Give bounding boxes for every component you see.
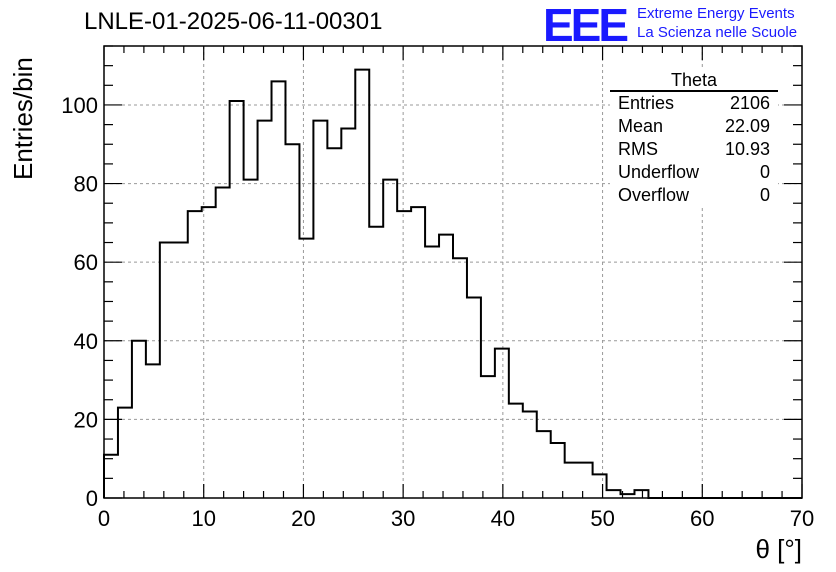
x-tick-label: 50 [590,506,614,531]
histogram-bin [495,349,509,498]
histogram-bin [593,474,607,498]
x-tick-label: 10 [191,506,215,531]
plot-title: LNLE-01-2025-06-11-00301 [84,8,383,35]
y-tick-label: 60 [74,250,98,275]
stats-value: 22.09 [724,116,770,136]
histogram-bin [285,144,299,498]
plot-frame [103,45,803,499]
histogram-bin [481,376,495,498]
histogram-bin [258,121,272,498]
eee-logo: EEE [543,0,629,51]
histogram-bin [104,455,118,498]
histogram-bin [174,243,188,498]
y-tick-label: 100 [61,93,98,118]
histogram-bin [565,463,579,498]
stats-row: Underflow 0 [610,161,778,184]
stats-label: RMS [618,139,658,159]
stats-value: 0 [759,185,770,205]
x-tick-label: 40 [491,506,515,531]
histogram-bin [188,211,202,498]
stats-title: Theta [610,70,778,92]
y-axis-label: Entries/bin [8,57,38,180]
tick-labels: 0 10 20 30 40 50 60 70 0 20 40 60 80 100 [61,93,814,531]
histogram-bin [230,101,244,498]
histogram-bin [118,408,132,498]
stats-row: Overflow 0 [610,184,778,207]
histogram-bin [523,412,537,498]
stats-value: 2106 [729,93,770,113]
histogram-bin [132,341,146,498]
stats-label: Overflow [618,185,690,205]
histogram-bin [607,490,621,498]
stats-row: Entries 2106 [610,92,778,115]
axes [103,45,803,499]
x-tick-label: 60 [690,506,714,531]
histogram-bin [439,235,453,498]
histogram-bin [579,463,593,498]
histogram-bin [453,258,467,498]
y-tick-label: 0 [86,486,98,511]
histogram-bin [146,364,160,498]
logo-line-1: Extreme Energy Events [637,5,795,22]
stats-label: Underflow [618,162,700,182]
x-axis-label: θ [°] [755,534,802,564]
histogram-bin [509,404,523,498]
histogram-bin [313,121,327,498]
histogram-bin [425,246,439,498]
x-tick-label: 30 [391,506,415,531]
histogram-bars [103,68,802,499]
stats-box: Theta Entries 2106 Mean 22.09 RMS 10.93 … [610,70,778,207]
histogram-bin [202,207,216,498]
logo-line-2: La Scienza nelle Scuole [637,24,798,41]
stats-row: RMS 10.93 [610,138,778,161]
histogram-bin [411,207,425,498]
y-tick-label: 20 [74,407,98,432]
histogram-bin [537,431,551,498]
stats-row: Mean 22.09 [610,115,778,138]
histogram-bin [551,443,565,498]
histogram-bin [383,180,397,498]
stats-value: 10.93 [724,139,770,159]
x-tick-label: 20 [291,506,315,531]
stats-label: Entries [618,93,675,113]
stats-value: 0 [759,162,770,182]
x-tick-label: 0 [98,506,110,531]
histogram-bin [467,298,481,498]
x-tick-label: 70 [790,506,814,531]
histogram-bin [216,187,230,498]
histogram-bin [327,148,341,498]
logo-caption: Extreme Energy Events La Scienza nelle S… [637,4,797,42]
grid-lines [104,46,802,498]
histogram-bin [634,490,648,498]
histogram-bin [244,180,258,498]
stats-label: Mean [618,116,664,136]
histogram-bin [160,243,174,498]
histogram-bin [299,239,313,498]
y-tick-label: 80 [74,172,98,197]
histogram-bin [272,81,286,498]
histogram-bin [355,70,369,498]
histogram-bin [369,227,383,498]
histogram-outline [103,68,802,499]
histogram-bin [397,211,411,498]
axis-ticks [103,45,803,499]
histogram-bin [341,129,355,498]
y-tick-label: 40 [74,329,98,354]
